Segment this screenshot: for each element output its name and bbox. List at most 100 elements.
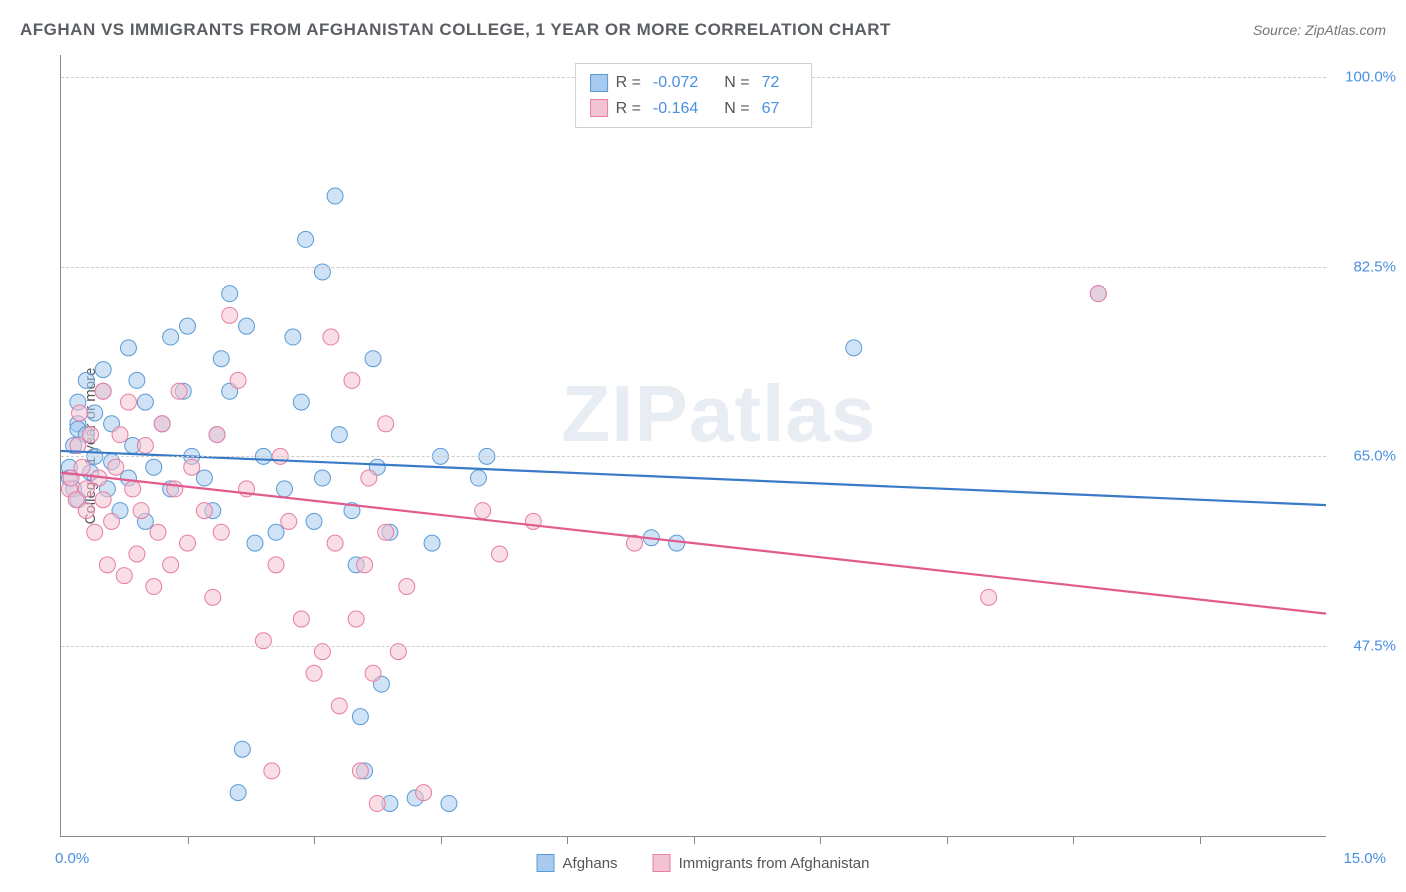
data-point: [323, 329, 339, 345]
y-tick-label: 65.0%: [1336, 448, 1396, 465]
data-point: [209, 427, 225, 443]
data-point: [167, 481, 183, 497]
data-point: [306, 665, 322, 681]
x-tick: [820, 836, 821, 844]
data-point: [184, 459, 200, 475]
r-label: R =: [616, 70, 641, 96]
data-point: [352, 709, 368, 725]
data-point: [669, 535, 685, 551]
data-point: [331, 427, 347, 443]
x-tick: [441, 836, 442, 844]
data-point: [846, 340, 862, 356]
data-point: [120, 394, 136, 410]
data-point: [378, 524, 394, 540]
data-point: [87, 405, 103, 421]
data-point: [369, 795, 385, 811]
n-value-immigrants: 67: [762, 96, 780, 122]
data-point: [352, 763, 368, 779]
data-point: [205, 589, 221, 605]
x-tick: [1073, 836, 1074, 844]
data-point: [154, 416, 170, 432]
series-legend: Afghans Immigrants from Afghanistan: [537, 854, 870, 872]
y-tick-label: 82.5%: [1336, 258, 1396, 275]
data-point: [306, 513, 322, 529]
legend-row-immigrants: R = -0.164 N = 67: [590, 96, 798, 122]
data-point: [492, 546, 508, 562]
trend-line: [61, 451, 1326, 505]
swatch-immigrants-icon: [653, 854, 671, 872]
data-point: [120, 340, 136, 356]
data-point: [196, 503, 212, 519]
data-point: [416, 785, 432, 801]
data-point: [78, 372, 94, 388]
data-point: [361, 470, 377, 486]
data-point: [150, 524, 166, 540]
x-axis-max-label: 15.0%: [1343, 850, 1386, 867]
data-point: [268, 557, 284, 573]
data-point: [293, 611, 309, 627]
data-point: [981, 589, 997, 605]
data-point: [137, 394, 153, 410]
data-point: [281, 513, 297, 529]
data-point: [365, 665, 381, 681]
x-tick: [947, 836, 948, 844]
data-point: [78, 481, 94, 497]
gridline: [61, 646, 1326, 647]
swatch-afghans-icon: [537, 854, 555, 872]
r-label: R =: [616, 96, 641, 122]
chart-title: AFGHAN VS IMMIGRANTS FROM AFGHANISTAN CO…: [20, 20, 891, 40]
data-point: [78, 503, 94, 519]
legend-label-afghans: Afghans: [563, 855, 618, 872]
x-tick: [694, 836, 695, 844]
data-point: [247, 535, 263, 551]
data-point: [163, 329, 179, 345]
data-point: [1090, 286, 1106, 302]
data-point: [344, 372, 360, 388]
data-point: [378, 416, 394, 432]
data-point: [180, 535, 196, 551]
source-attribution: Source: ZipAtlas.com: [1253, 22, 1386, 38]
data-point: [222, 286, 238, 302]
data-point: [399, 579, 415, 595]
data-point: [327, 188, 343, 204]
x-tick: [567, 836, 568, 844]
x-tick: [188, 836, 189, 844]
gridline: [61, 456, 1326, 457]
n-value-afghans: 72: [762, 70, 780, 96]
data-point: [213, 524, 229, 540]
data-point: [357, 557, 373, 573]
data-point: [230, 372, 246, 388]
r-value-afghans: -0.072: [653, 70, 698, 96]
chart-svg: [61, 55, 1326, 836]
data-point: [87, 524, 103, 540]
data-point: [72, 405, 88, 421]
data-point: [83, 427, 99, 443]
data-point: [293, 394, 309, 410]
n-label: N =: [724, 70, 749, 96]
legend-label-immigrants: Immigrants from Afghanistan: [679, 855, 870, 872]
x-tick: [1200, 836, 1201, 844]
data-point: [129, 546, 145, 562]
data-point: [99, 557, 115, 573]
data-point: [125, 481, 141, 497]
data-point: [327, 535, 343, 551]
data-point: [475, 503, 491, 519]
swatch-immigrants: [590, 99, 608, 117]
legend-item-immigrants: Immigrants from Afghanistan: [653, 854, 870, 872]
data-point: [239, 318, 255, 334]
data-point: [264, 763, 280, 779]
data-point: [285, 329, 301, 345]
data-point: [137, 438, 153, 454]
data-point: [525, 513, 541, 529]
data-point: [230, 785, 246, 801]
data-point: [314, 470, 330, 486]
data-point: [108, 459, 124, 475]
data-point: [95, 492, 111, 508]
data-point: [146, 579, 162, 595]
data-point: [298, 231, 314, 247]
data-point: [268, 524, 284, 540]
data-point: [222, 307, 238, 323]
data-point: [276, 481, 292, 497]
data-point: [95, 362, 111, 378]
legend-row-afghans: R = -0.072 N = 72: [590, 70, 798, 96]
